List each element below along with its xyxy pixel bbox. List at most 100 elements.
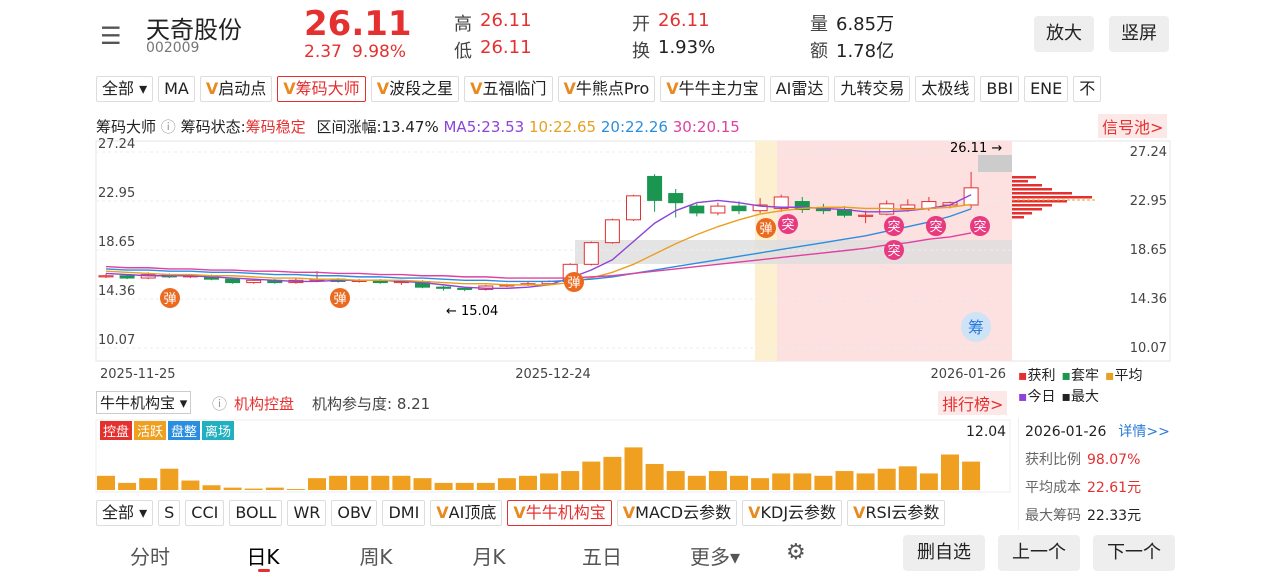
tab[interactable]: 不: [1073, 76, 1102, 102]
signal-badge: [756, 218, 776, 238]
tab[interactable]: VRSI云参数: [847, 500, 946, 526]
signal-pool[interactable]: 信号池>: [1098, 114, 1168, 138]
signal-label: 突: [973, 219, 986, 235]
candle-body: [858, 214, 874, 217]
tab[interactable]: 全部 ▾: [96, 500, 154, 526]
tab-label: WR: [293, 503, 321, 522]
candle-body: [773, 196, 789, 209]
action-button[interactable]: 下一个: [1093, 535, 1175, 571]
nav-tab[interactable]: 更多▾: [689, 545, 741, 569]
tab[interactable]: DMI: [382, 500, 426, 526]
y-tick-label: 27.24: [98, 137, 135, 152]
chip-bar: [1012, 208, 1042, 211]
stat-value: 1.78亿: [836, 41, 895, 62]
tab[interactable]: V波段之星: [370, 76, 460, 102]
tab[interactable]: MA: [158, 76, 195, 102]
tab[interactable]: CCI: [185, 500, 225, 526]
menu-icon[interactable]: ☰: [100, 22, 122, 50]
ma5: MA5:23.53: [443, 118, 525, 136]
nav-tab[interactable]: 周K: [359, 545, 393, 569]
indicator-select[interactable]: 牛牛机构宝 ▾: [96, 391, 192, 414]
tab-label: 启动点: [218, 79, 267, 98]
chip-bar: [1012, 204, 1052, 207]
tab-icon: V: [283, 79, 296, 98]
rank[interactable]: 排行榜>: [938, 391, 1008, 415]
volume-bar: [941, 454, 959, 490]
tab[interactable]: V筹码大师: [277, 76, 366, 102]
tab[interactable]: ENE: [1024, 76, 1069, 102]
info-label: 平均成本: [1025, 480, 1081, 496]
chip-bar: [1012, 196, 1092, 199]
tags: 控盘 活跃 盘整 离场: [100, 421, 235, 440]
tab[interactable]: S: [158, 500, 181, 526]
candle-body: [900, 204, 916, 209]
tab-label: 全部 ▾: [102, 79, 148, 98]
volume-bar: [160, 468, 179, 490]
chip-legend-item: ▪套牢: [1062, 366, 1100, 387]
tab-icon: V: [436, 503, 449, 522]
tab[interactable]: BBI: [980, 76, 1020, 102]
ma30: 30:20.15: [672, 118, 740, 136]
volume-bar: [455, 482, 474, 490]
portrait-button[interactable]: 竖屏: [1109, 16, 1169, 52]
tab[interactable]: VAI顶底: [430, 500, 503, 526]
tab-icon: V: [470, 79, 483, 98]
nav-tab[interactable]: 五日: [582, 545, 622, 569]
tab[interactable]: 全部 ▾: [96, 76, 154, 102]
volume-bar: [793, 473, 812, 490]
tab[interactable]: VKDJ云参数: [742, 500, 843, 526]
settings-icon[interactable]: ⚙: [786, 540, 806, 565]
tab-label: 牛熊点Pro: [575, 79, 650, 98]
tag: 活跃: [134, 421, 167, 440]
volume-bar: [708, 471, 727, 490]
tab[interactable]: VMACD云参数: [616, 500, 738, 526]
tab[interactable]: V五福临门: [464, 76, 553, 102]
pct: 9.98%: [352, 42, 407, 62]
tab[interactable]: AI雷达: [769, 76, 830, 102]
ma-line: [105, 203, 972, 286]
tab-label: BBI: [986, 79, 1014, 98]
tab-label: RSI云参数: [865, 503, 940, 522]
chip-band: [978, 155, 1012, 172]
action-button[interactable]: 删自选: [903, 535, 985, 571]
chip-bar: [1012, 176, 1036, 179]
nav-tab[interactable]: 日K: [246, 545, 280, 569]
chip-bar: [1012, 184, 1042, 187]
zoom-button[interactable]: 放大: [1034, 16, 1094, 52]
nav-tab[interactable]: 分时: [130, 545, 170, 569]
state-label: 筹码状态:: [180, 118, 246, 136]
volume-bar: [540, 473, 559, 490]
y-tick-label-right: 10.07: [1130, 341, 1167, 356]
volume-bar: [772, 473, 791, 490]
chip-bar: [1012, 192, 1072, 195]
volume-bar: [350, 475, 369, 490]
tab[interactable]: 九转交易: [834, 76, 911, 102]
tab[interactable]: BOLL: [229, 500, 283, 526]
volume-bar: [877, 468, 896, 490]
chip-legend-label: 今日: [1027, 389, 1056, 405]
tab[interactable]: V启动点: [199, 76, 273, 102]
tab-label: BOLL: [235, 503, 277, 522]
tab[interactable]: V牛熊点Pro: [557, 76, 656, 102]
stat-label: 低: [454, 41, 472, 62]
info-more[interactable]: 详情>>: [1118, 424, 1170, 440]
stat-label: 换: [632, 41, 650, 62]
y-tick-label: 18.65: [98, 235, 135, 250]
annotation: ← 15.04: [446, 304, 498, 319]
indicator-tabs: 全部 ▾ MA V启动点 V筹码大师 V波段之星 V五福临门 V牛熊点Pro V牛牛主力宝 AI…: [96, 76, 1102, 102]
tab[interactable]: V牛牛机构宝: [507, 500, 612, 526]
action-button[interactable]: 上一个: [998, 535, 1080, 571]
tab[interactable]: 太极线: [915, 76, 976, 102]
nav-underline: [258, 569, 270, 572]
tab[interactable]: OBV: [331, 500, 378, 526]
volume-bar: [139, 478, 158, 490]
tab[interactable]: WR: [287, 500, 327, 526]
tab[interactable]: V牛牛主力宝: [660, 76, 765, 102]
tab-label: 筹码大师: [295, 79, 360, 98]
tab-label: ENE: [1030, 79, 1063, 98]
y-tick-label: 10.07: [98, 333, 135, 348]
nav-tab[interactable]: 月K: [472, 545, 506, 569]
candle-body: [457, 287, 473, 290]
